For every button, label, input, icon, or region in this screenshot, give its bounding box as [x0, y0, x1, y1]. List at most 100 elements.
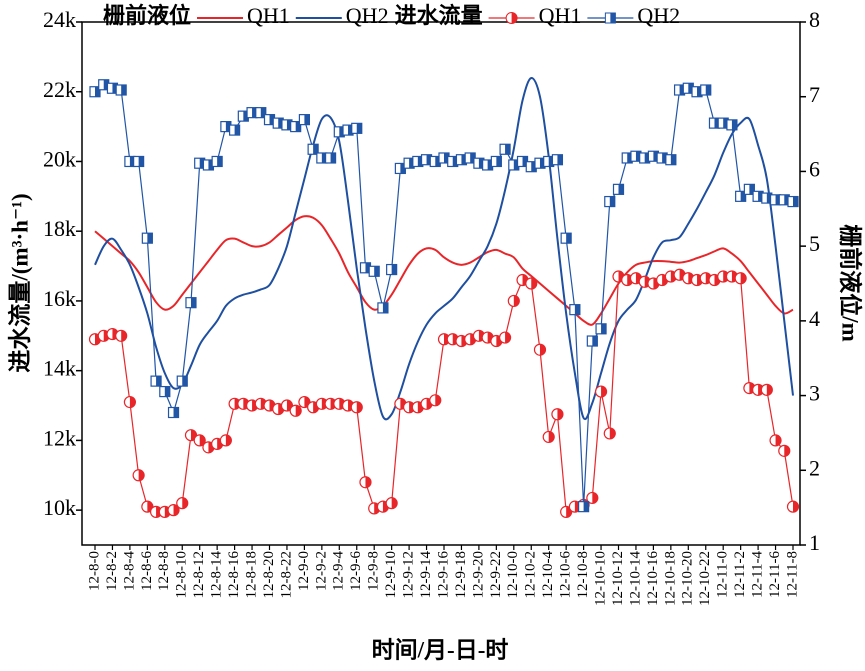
x-tick-label: 12-8-18 — [243, 551, 259, 599]
circle-marker — [760, 383, 773, 396]
marker-half — [487, 159, 493, 170]
marker-half — [129, 156, 135, 167]
marker-half — [225, 121, 231, 132]
marker-half — [199, 158, 205, 169]
marker-half — [461, 154, 467, 165]
marker-half — [173, 504, 180, 516]
x-tick-label: 12-8-14 — [209, 551, 225, 599]
marker-half — [217, 156, 223, 167]
marker-half — [121, 330, 127, 342]
square-marker — [229, 124, 241, 136]
square-marker — [386, 263, 398, 276]
x-tick-label: 12-10-12 — [610, 551, 626, 606]
x-tick-label: 12-9-12 — [401, 551, 417, 599]
marker-half — [505, 144, 511, 155]
square-marker — [351, 122, 363, 134]
square-marker — [551, 154, 564, 166]
x-tick-label: 12-11-8 — [784, 551, 800, 598]
y-tick-label: 24k — [43, 7, 76, 32]
marker-half — [557, 154, 563, 165]
x-axis-label: 时间/月-日-时 — [372, 637, 509, 662]
y2-tick-label: 8 — [809, 7, 820, 32]
marker-half — [313, 144, 319, 155]
x-tick-label: 12-9-8 — [366, 551, 382, 591]
x-tick-label: 12-9-20 — [470, 551, 486, 599]
x-tick-label: 12-10-22 — [697, 551, 713, 606]
marker-half — [138, 156, 144, 167]
marker-half — [618, 184, 624, 195]
circle-marker — [525, 277, 538, 290]
marker-half — [426, 154, 432, 165]
marker-half — [513, 295, 520, 307]
marker-half — [592, 336, 598, 347]
square-marker — [586, 335, 598, 347]
x-tick-label: 12-11-2 — [732, 551, 748, 598]
marker-half — [199, 434, 206, 446]
circle-marker — [132, 469, 145, 482]
x-tick-label: 12-8-8 — [156, 551, 172, 591]
marker-half — [749, 184, 755, 195]
marker-half — [784, 194, 790, 205]
marker-half — [435, 394, 441, 406]
square-marker — [298, 114, 310, 126]
square-marker — [176, 375, 188, 387]
x-tick-label: 12-10-10 — [592, 551, 608, 606]
marker-half — [592, 492, 598, 504]
series-line — [94, 215, 794, 326]
marker-half — [470, 152, 476, 163]
marker-half — [208, 159, 214, 170]
marker-half — [513, 159, 519, 170]
marker-half — [714, 118, 720, 129]
marker-half — [129, 396, 136, 408]
legend-label: QH2 — [637, 3, 680, 28]
marker-half — [182, 376, 188, 387]
square-marker — [743, 183, 755, 195]
x-tick-label: 12-9-6 — [348, 551, 364, 591]
marker-half — [182, 497, 188, 509]
x-tick-label: 12-10-18 — [662, 551, 678, 606]
marker-half — [731, 119, 737, 130]
y2-tick-label: 6 — [809, 156, 820, 181]
x-tick-label: 12-10-0 — [505, 551, 521, 599]
marker-half — [243, 111, 249, 122]
x-tick-label: 12-9-18 — [453, 551, 469, 599]
marker-half — [321, 152, 327, 163]
marker-half — [478, 158, 484, 169]
y-axis-label: 进水流量/(m³·h⁻¹) — [6, 193, 32, 372]
square-marker — [726, 119, 738, 131]
marker-half — [601, 323, 607, 334]
square-marker — [368, 265, 380, 277]
y2-tick-label: 3 — [809, 381, 820, 406]
legend-label: QH1 — [539, 3, 582, 28]
marker-half — [269, 114, 275, 125]
square-marker — [185, 297, 197, 309]
circle-marker — [551, 408, 564, 421]
circle-marker — [786, 500, 800, 513]
square-marker — [787, 195, 799, 208]
marker-half — [400, 163, 406, 174]
marker-half — [374, 266, 380, 277]
x-tick-label: 12-8-6 — [139, 551, 155, 591]
square-marker — [665, 154, 677, 166]
marker-half — [653, 151, 659, 162]
square-marker — [735, 190, 747, 202]
marker-half — [531, 161, 537, 172]
x-tick-label: 12-9-2 — [313, 551, 329, 591]
y2-tick-label: 5 — [809, 231, 820, 256]
circle-marker — [184, 429, 198, 442]
marker-half — [688, 83, 694, 94]
marker-half — [103, 79, 109, 90]
marker-half — [609, 196, 615, 207]
marker-half — [627, 152, 633, 163]
marker-half — [775, 194, 781, 205]
square-marker — [612, 183, 625, 195]
circle-marker — [586, 491, 599, 505]
marker-half — [409, 158, 415, 169]
square-marker — [560, 232, 572, 244]
circle-marker — [734, 272, 747, 285]
marker-half — [260, 107, 266, 118]
marker-half — [740, 272, 747, 284]
marker-half — [417, 156, 423, 167]
marker-half — [330, 152, 336, 163]
y2-axis-label: 栅前液位/m — [838, 224, 864, 342]
